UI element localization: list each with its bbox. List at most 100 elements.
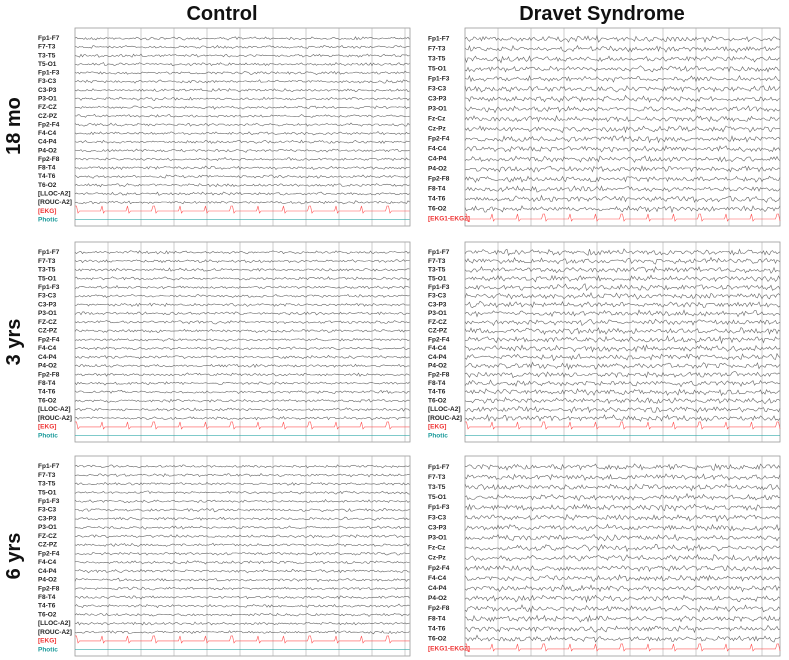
eeg-trace <box>465 535 780 541</box>
eeg-trace <box>465 354 780 361</box>
eeg-trace <box>465 284 780 291</box>
channel-label: Fp2-F4 <box>428 336 450 343</box>
channel-label: T5-O1 <box>428 275 447 282</box>
eeg-trace <box>75 509 410 512</box>
eeg-trace <box>465 206 780 212</box>
channel-label: T4-T6 <box>38 389 56 396</box>
eeg-trace <box>465 389 780 396</box>
eeg-trace <box>465 504 780 511</box>
eeg-trace <box>465 214 780 221</box>
channel-label: Fp2-F8 <box>428 371 450 378</box>
channel-label: [LLOC-A2] <box>428 406 461 413</box>
channel-label: P4-O2 <box>428 595 447 602</box>
channel-label: F3-C3 <box>38 78 56 85</box>
eeg-trace <box>465 267 780 274</box>
eeg-trace <box>465 136 780 143</box>
eeg-trace <box>75 416 410 420</box>
channel-label: C4-P4 <box>428 156 447 163</box>
eeg-trace <box>465 310 780 317</box>
eeg-trace <box>465 464 780 470</box>
channel-label: Fp2-F4 <box>428 565 450 572</box>
eeg-trace <box>465 328 780 335</box>
eeg-trace <box>465 625 780 632</box>
channel-label: Fz-Cz <box>428 116 446 123</box>
eeg-trace <box>75 89 410 92</box>
channel-label: T3-T5 <box>428 267 446 274</box>
channel-label: [EKG] <box>428 424 446 431</box>
eeg-trace <box>75 355 410 358</box>
eeg-trace <box>75 578 410 581</box>
channel-label: F3-C3 <box>428 86 446 93</box>
eeg-trace <box>75 71 410 74</box>
channel-label: FZ-CZ <box>428 319 447 326</box>
eeg-trace <box>75 474 410 477</box>
channel-label: C3-P3 <box>38 301 57 308</box>
channel-label: Photic <box>38 646 58 653</box>
eeg-trace <box>75 364 410 367</box>
eeg-trace <box>75 303 410 306</box>
eeg-trace <box>465 46 780 53</box>
channel-label: F8-T4 <box>428 615 446 622</box>
channel-label: F7-T3 <box>428 258 446 265</box>
eeg-trace <box>75 114 410 117</box>
eeg-trace <box>75 277 410 281</box>
panel-frame <box>465 242 780 442</box>
eeg-trace <box>465 336 780 343</box>
channel-label: Fp1-F3 <box>38 498 60 505</box>
channel-label: P4-O2 <box>428 166 447 173</box>
channel-label: Fp1-F3 <box>428 76 450 83</box>
eeg-trace <box>75 338 410 341</box>
panel-frame <box>465 456 780 656</box>
eeg-trace <box>465 301 780 308</box>
channel-label: F8-T4 <box>38 165 56 172</box>
channel-label: Fp2-F4 <box>38 336 60 343</box>
channel-label: [LLOC-A2] <box>38 190 71 197</box>
channel-label: Fp1-F7 <box>428 464 450 471</box>
eeg-trace <box>75 286 410 289</box>
channel-label: C3-P3 <box>428 96 447 103</box>
eeg-trace <box>75 390 410 393</box>
eeg-figure: Control Dravet Syndrome 18 mo 3 yrs 6 yr… <box>0 0 789 660</box>
channel-label: C4-P4 <box>38 568 57 575</box>
eeg-trace <box>75 97 410 101</box>
eeg-trace <box>75 184 410 187</box>
eeg-trace <box>75 106 410 109</box>
channel-label: CZ-PZ <box>428 328 447 335</box>
channel-label: F8-T4 <box>38 594 56 601</box>
eeg-panel: Fp1-F7F7-T3T3-T5T5-O1Fp1-F3F3-C3C3-P3P3-… <box>428 28 780 226</box>
channel-label: T4-T6 <box>428 625 446 632</box>
eeg-trace <box>465 86 780 92</box>
channel-label: F7-T3 <box>38 258 56 265</box>
eeg-trace <box>75 408 410 411</box>
channel-label: Fp1-F7 <box>428 36 450 43</box>
eeg-trace <box>75 613 410 616</box>
channel-label: Fp1-F3 <box>38 284 60 291</box>
eeg-trace <box>75 268 410 271</box>
channel-label: T6-O2 <box>428 397 447 404</box>
eeg-trace <box>465 345 780 352</box>
channel-label: [EKG] <box>38 638 56 645</box>
eeg-trace <box>465 406 780 412</box>
eeg-trace <box>75 132 410 135</box>
eeg-trace <box>75 535 410 538</box>
channel-label: [EKG] <box>38 424 56 431</box>
channel-label: Photic <box>428 432 448 439</box>
eeg-trace <box>75 321 410 324</box>
channel-label: C4-P4 <box>38 139 57 146</box>
eeg-trace <box>75 631 410 634</box>
channel-label: P3-O1 <box>428 310 447 317</box>
channel-label: F7-T3 <box>38 44 56 51</box>
channel-label: Fp2-F4 <box>38 550 60 557</box>
eeg-trace <box>75 399 410 402</box>
row-header: 3 yrs <box>3 319 25 366</box>
channel-label: [EKG1-EKG2] <box>428 646 470 653</box>
channel-label: T6-O2 <box>38 611 57 618</box>
channel-label: FZ-CZ <box>38 319 57 326</box>
row-header: 18 mo <box>3 97 25 155</box>
eeg-trace <box>75 312 410 315</box>
channel-label: Fp1-F7 <box>38 35 60 42</box>
eeg-trace <box>465 575 780 581</box>
eeg-trace <box>465 146 780 152</box>
channel-label: P3-O1 <box>38 95 57 102</box>
channel-label: Fp1-F3 <box>38 70 60 77</box>
